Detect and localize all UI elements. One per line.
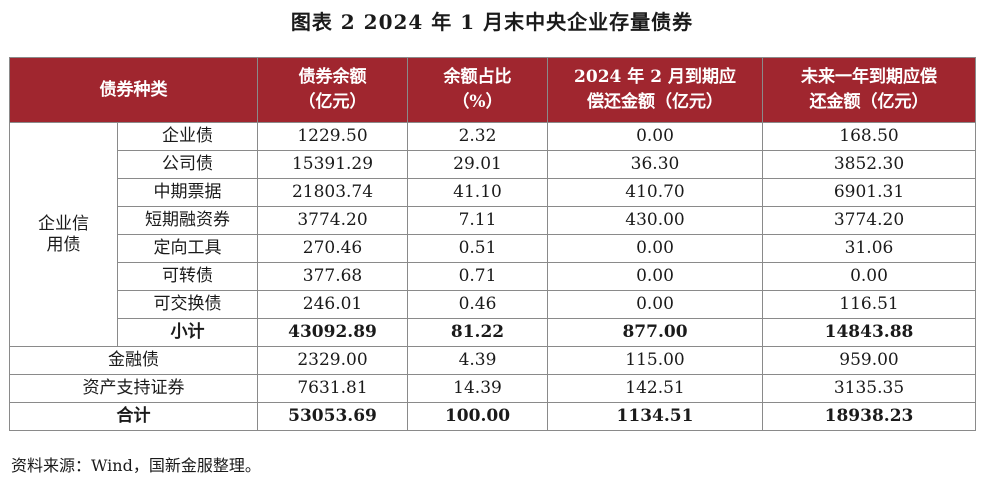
- row-year-due: 6901.31: [762, 178, 976, 207]
- row-share: 4.39: [407, 346, 548, 375]
- row-name: 短期融资券: [117, 206, 258, 235]
- row-balance: 270.46: [257, 234, 408, 263]
- row-share: 7.11: [407, 206, 548, 235]
- row-balance: 21803.74: [257, 178, 408, 207]
- bond-table: 债券种类 债券余额 （亿元） 余额占比 （%） 2024 年 2 月到期应 偿还…: [9, 57, 976, 431]
- row-year-due: 959.00: [762, 346, 976, 375]
- row-name: 可交换债: [117, 290, 258, 319]
- row-year-due: 3774.20: [762, 206, 976, 235]
- row-balance: 2329.00: [257, 346, 408, 375]
- row-name: 可转债: [117, 262, 258, 291]
- row-feb-due: 0.00: [547, 234, 763, 263]
- table-title: 图表 2 2024 年 1 月末中央企业存量债券: [290, 10, 694, 34]
- subtotal-feb-due: 877.00: [547, 318, 763, 347]
- header-balance-text: 债券余额 （亿元）: [298, 67, 367, 112]
- header-year-due: 未来一年到期应偿 还金额（亿元）: [762, 57, 976, 123]
- table-row: 金融债 2329.00 4.39 115.00 959.00: [9, 346, 976, 375]
- subtotal-year-due: 14843.88: [762, 318, 976, 347]
- row-share: 0.71: [407, 262, 548, 291]
- row-feb-due: 410.70: [547, 178, 763, 207]
- row-year-due: 0.00: [762, 262, 976, 291]
- row-share: 0.51: [407, 234, 548, 263]
- subtotal-balance: 43092.89: [257, 318, 408, 347]
- table-row: 中期票据 21803.74 41.10 410.70 6901.31: [10, 178, 976, 207]
- row-name: 中期票据: [117, 178, 258, 207]
- row-feb-due: 430.00: [547, 206, 763, 235]
- row-share: 0.46: [407, 290, 548, 319]
- table-row: 资产支持证券 7631.81 14.39 142.51 3135.35: [9, 374, 976, 403]
- table-row: 公司债 15391.29 29.01 36.30 3852.30: [10, 150, 976, 179]
- row-year-due: 168.50: [762, 122, 976, 151]
- row-balance: 246.01: [257, 290, 408, 319]
- row-name: 金融债: [9, 346, 258, 375]
- group-label: 企业信 用债: [9, 122, 118, 347]
- row-name: 定向工具: [117, 234, 258, 263]
- row-balance: 15391.29: [257, 150, 408, 179]
- table-row: 定向工具 270.46 0.51 0.00 31.06: [10, 234, 976, 263]
- header-year-due-text: 未来一年到期应偿 还金额（亿元）: [801, 67, 937, 112]
- table-row: 企业信 用债 企业债 1229.50 2.32 0.00 168.50: [9, 122, 976, 347]
- total-feb-due: 1134.51: [547, 402, 763, 431]
- row-feb-due: 0.00: [547, 122, 763, 151]
- group-label-text: 企业信 用债: [38, 213, 89, 255]
- header-bond-type: 债券种类: [9, 57, 258, 123]
- row-feb-due: 115.00: [547, 346, 763, 375]
- table-row: 可转债 377.68 0.71 0.00 0.00: [10, 262, 976, 291]
- header-row: 债券种类 债券余额 （亿元） 余额占比 （%） 2024 年 2 月到期应 偿还…: [9, 57, 976, 123]
- header-feb-due: 2024 年 2 月到期应 偿还金额（亿元）: [547, 57, 763, 123]
- row-feb-due: 0.00: [547, 262, 763, 291]
- row-name: 公司债: [117, 150, 258, 179]
- row-share: 2.32: [407, 122, 548, 151]
- row-balance: 3774.20: [257, 206, 408, 235]
- header-share-text: 余额占比 （%）: [443, 67, 512, 112]
- row-year-due: 116.51: [762, 290, 976, 319]
- row-feb-due: 142.51: [547, 374, 763, 403]
- row-year-due: 3135.35: [762, 374, 976, 403]
- row-feb-due: 36.30: [547, 150, 763, 179]
- row-name: 资产支持证券: [9, 374, 258, 403]
- row-balance: 7631.81: [257, 374, 408, 403]
- row-share: 14.39: [407, 374, 548, 403]
- subtotal-row: 小计 43092.89 81.22 877.00 14843.88: [10, 318, 976, 347]
- row-share: 29.01: [407, 150, 548, 179]
- total-share: 100.00: [407, 402, 548, 431]
- header-share: 余额占比 （%）: [407, 57, 548, 123]
- row-name: 企业债: [117, 122, 258, 151]
- subtotal-name: 小计: [117, 318, 258, 347]
- row-balance: 377.68: [257, 262, 408, 291]
- source-note: 资料来源：Wind，国新金服整理。: [11, 456, 261, 475]
- total-name: 合计: [9, 402, 258, 431]
- row-share: 41.10: [407, 178, 548, 207]
- table-row: 短期融资券 3774.20 7.11 430.00 3774.20: [10, 206, 976, 235]
- header-balance: 债券余额 （亿元）: [257, 57, 408, 123]
- total-row: 合计 53053.69 100.00 1134.51 18938.23: [9, 402, 976, 431]
- row-year-due: 31.06: [762, 234, 976, 263]
- row-year-due: 3852.30: [762, 150, 976, 179]
- row-balance: 1229.50: [257, 122, 408, 151]
- row-feb-due: 0.00: [547, 290, 763, 319]
- total-balance: 53053.69: [257, 402, 408, 431]
- total-year-due: 18938.23: [762, 402, 976, 431]
- table-row: 可交换债 246.01 0.46 0.00 116.51: [10, 290, 976, 319]
- subtotal-share: 81.22: [407, 318, 548, 347]
- header-feb-due-text: 2024 年 2 月到期应 偿还金额（亿元）: [574, 67, 736, 112]
